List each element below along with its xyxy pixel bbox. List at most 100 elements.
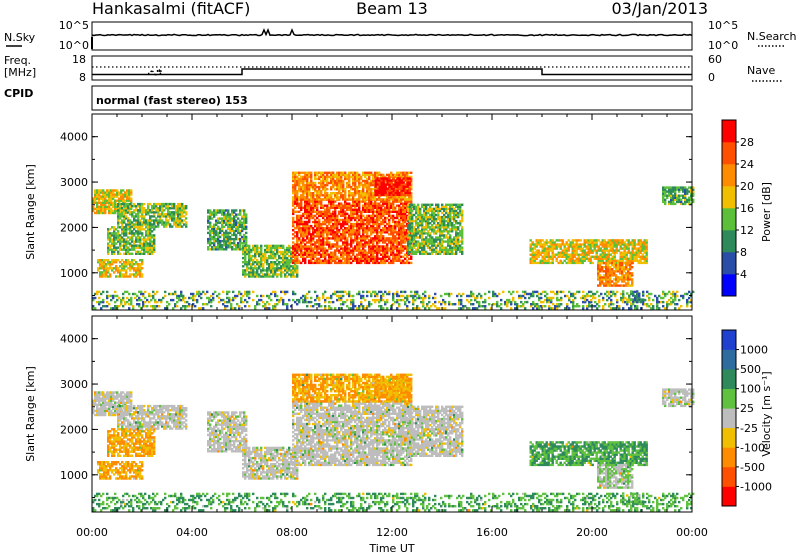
power-cell	[292, 251, 295, 254]
power-cell	[272, 275, 275, 278]
power-cell	[334, 235, 337, 238]
power-cell	[300, 181, 303, 185]
power-cell	[340, 261, 343, 265]
power-cell	[380, 235, 383, 238]
power-cell	[453, 209, 456, 213]
power-cell	[595, 251, 598, 254]
power-cell	[294, 202, 297, 205]
power-cell	[248, 248, 251, 252]
power-cell	[400, 259, 403, 262]
power-cell	[248, 275, 251, 278]
power-cell	[338, 175, 341, 179]
power-cell	[384, 189, 387, 192]
power-cell	[268, 273, 271, 276]
power-cell	[392, 193, 395, 196]
power-cell	[390, 216, 393, 220]
power-cell	[404, 224, 407, 228]
power-cell	[356, 198, 359, 201]
power-cell	[141, 263, 144, 266]
power-cell	[400, 247, 403, 250]
power-cell	[417, 226, 420, 229]
power-cell	[372, 243, 375, 246]
power-cell	[388, 181, 391, 184]
power-cell	[127, 202, 130, 206]
power-cell	[386, 237, 389, 240]
power-cell	[425, 203, 428, 206]
power-cell	[310, 257, 313, 260]
power-cell	[453, 242, 456, 245]
power-cell	[147, 230, 150, 233]
power-cell	[372, 257, 375, 260]
power-cell	[117, 250, 120, 253]
power-cell	[225, 246, 228, 249]
power-cell	[122, 197, 125, 200]
power-cell	[310, 196, 313, 199]
power-cell	[348, 249, 351, 252]
power-cell	[103, 271, 106, 274]
power-cell	[223, 241, 226, 245]
power-cell	[96, 197, 99, 200]
power-cell	[336, 233, 339, 236]
power-cell	[300, 206, 303, 209]
power-cell	[415, 217, 418, 221]
power-cell	[411, 240, 414, 243]
power-cell	[396, 257, 399, 260]
power-cell	[233, 233, 236, 237]
power-cell	[423, 248, 426, 251]
power-cell	[406, 255, 409, 258]
power-cell	[459, 205, 462, 208]
power-cell	[179, 219, 182, 222]
power-cell	[314, 253, 317, 256]
power-cell	[157, 219, 160, 222]
power-cell	[167, 211, 170, 214]
power-cell	[211, 231, 214, 235]
power-cell	[310, 259, 313, 262]
power-cell	[372, 227, 375, 230]
power-cell	[362, 198, 365, 201]
power-cell	[248, 273, 251, 276]
power-cell	[141, 207, 144, 210]
power-cell	[453, 226, 456, 229]
power-cell	[340, 204, 343, 207]
power-cell	[334, 214, 337, 218]
power-cell	[137, 225, 140, 228]
power-cell	[344, 237, 347, 240]
power-cell	[354, 235, 357, 238]
power-cell	[330, 261, 333, 265]
power-cell	[543, 257, 546, 260]
power-cell	[334, 204, 337, 207]
power-cell	[294, 210, 297, 213]
power-cell	[112, 191, 115, 194]
power-cell	[145, 250, 148, 253]
power-cell	[360, 177, 363, 181]
power-cell	[330, 253, 333, 256]
power-cell	[135, 250, 138, 253]
power-cell	[411, 234, 414, 237]
power-cell	[318, 194, 321, 197]
power-cell	[352, 202, 355, 205]
power-cell	[338, 249, 341, 252]
power-cell	[108, 193, 111, 196]
power-cell	[127, 261, 130, 264]
power-cell	[451, 226, 454, 229]
power-cell	[308, 218, 311, 222]
power-cell	[137, 271, 140, 274]
power-cell	[280, 261, 283, 264]
power-cell	[141, 223, 144, 226]
power-cell	[411, 250, 414, 253]
power-cell	[364, 179, 367, 183]
power-cell	[296, 218, 299, 222]
power-cell	[219, 229, 222, 233]
power-cell	[326, 241, 329, 244]
power-cell	[461, 246, 464, 249]
power-cell	[292, 198, 295, 201]
power-cell	[306, 208, 309, 211]
power-cell	[217, 227, 220, 231]
power-cell	[451, 205, 454, 208]
power-cell	[266, 275, 269, 278]
power-cell	[366, 208, 369, 211]
power-cell	[109, 240, 112, 243]
power-cell	[312, 243, 315, 246]
power-cell	[310, 208, 313, 211]
power-cell	[165, 202, 168, 206]
